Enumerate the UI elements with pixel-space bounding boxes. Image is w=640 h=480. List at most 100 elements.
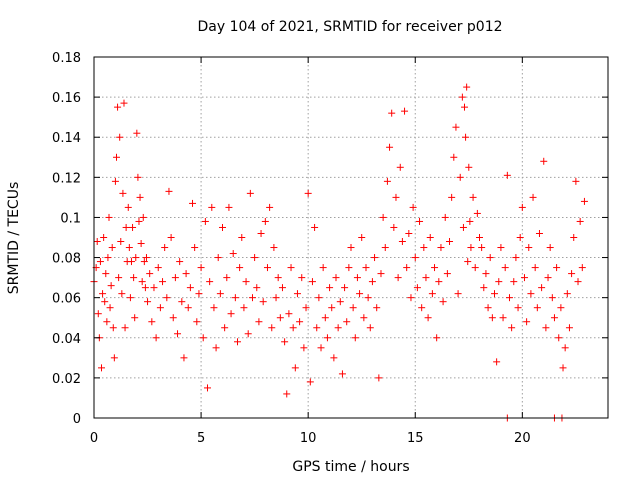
data-point xyxy=(466,217,474,225)
data-point xyxy=(377,270,385,278)
data-point xyxy=(195,290,203,298)
data-point xyxy=(210,304,218,312)
data-point xyxy=(100,234,108,241)
data-point xyxy=(171,274,179,282)
data-point xyxy=(240,304,248,312)
data-point xyxy=(548,294,556,302)
data-point xyxy=(371,254,379,262)
data-point xyxy=(462,133,470,141)
data-point xyxy=(306,378,314,386)
data-point xyxy=(523,318,531,326)
data-point xyxy=(463,83,471,91)
data-point xyxy=(533,304,541,312)
data-point xyxy=(135,217,143,225)
data-point xyxy=(287,264,295,272)
data-point xyxy=(435,278,443,286)
data-point xyxy=(193,318,201,326)
data-point xyxy=(413,284,421,292)
data-point xyxy=(441,213,449,221)
data-point xyxy=(133,129,141,137)
data-point xyxy=(343,318,351,326)
data-point xyxy=(557,304,565,312)
data-point xyxy=(227,310,235,318)
data-point xyxy=(163,294,171,302)
data-point xyxy=(308,278,316,286)
data-point xyxy=(394,274,402,282)
data-point xyxy=(214,254,222,262)
data-point xyxy=(360,314,368,322)
data-point xyxy=(94,310,102,318)
data-point xyxy=(125,244,133,252)
data-point xyxy=(270,244,278,252)
data-point xyxy=(285,310,293,318)
data-point xyxy=(111,177,119,185)
data-point xyxy=(106,304,114,312)
data-point xyxy=(390,223,398,231)
data-point xyxy=(208,203,216,211)
y-tick-label: 0.12 xyxy=(52,171,81,186)
data-point xyxy=(386,143,394,151)
y-tick-label: 0.16 xyxy=(52,91,81,106)
data-point xyxy=(553,264,561,272)
data-point xyxy=(103,318,111,326)
data-point xyxy=(353,274,361,282)
x-axis-label: GPS time / hours xyxy=(292,459,409,475)
data-point xyxy=(426,234,434,241)
data-point xyxy=(452,123,460,131)
data-point xyxy=(373,304,381,312)
data-point xyxy=(512,254,520,262)
data-point xyxy=(381,244,389,252)
x-tick-label: 10 xyxy=(300,431,317,446)
data-point xyxy=(176,258,184,266)
data-point xyxy=(300,344,308,352)
data-point xyxy=(328,304,336,312)
y-tick-label: 0.02 xyxy=(52,372,81,387)
data-point xyxy=(345,264,353,272)
data-point xyxy=(574,278,582,286)
data-point xyxy=(514,304,522,312)
data-point xyxy=(148,318,156,326)
data-point xyxy=(165,187,173,195)
data-point xyxy=(461,103,469,111)
data-point xyxy=(180,354,188,362)
data-point xyxy=(97,364,105,372)
x-tick-labels: 0 5 10 15 20 xyxy=(90,431,531,446)
x-tick-label: 15 xyxy=(407,431,424,446)
data-point xyxy=(136,193,144,201)
data-point xyxy=(501,264,509,272)
data-point xyxy=(242,278,250,286)
data-point xyxy=(296,318,304,326)
data-point xyxy=(131,314,139,322)
data-point xyxy=(272,294,280,302)
data-point xyxy=(114,103,122,111)
data-point xyxy=(268,324,276,332)
data-point xyxy=(454,290,462,298)
data-point xyxy=(101,298,109,306)
data-point xyxy=(493,358,501,366)
data-point xyxy=(244,330,252,338)
data-point xyxy=(108,244,116,252)
data-point xyxy=(206,278,214,286)
data-point xyxy=(152,334,160,342)
data-point xyxy=(338,370,346,378)
data-point xyxy=(109,324,117,332)
data-point xyxy=(563,290,571,298)
data-point xyxy=(216,290,224,298)
data-point xyxy=(266,203,274,211)
data-point xyxy=(174,330,182,338)
data-point xyxy=(458,93,466,101)
data-point xyxy=(107,282,115,290)
data-point xyxy=(535,229,543,237)
data-point xyxy=(326,284,334,292)
data-point xyxy=(104,254,112,262)
data-point xyxy=(388,109,396,117)
data-point xyxy=(283,390,291,398)
data-point xyxy=(178,298,186,306)
data-point xyxy=(319,264,327,272)
data-point xyxy=(525,244,533,252)
data-point xyxy=(366,324,374,332)
data-point xyxy=(341,284,349,292)
data-point xyxy=(221,324,229,332)
data-point xyxy=(201,217,209,225)
data-point xyxy=(229,250,237,258)
